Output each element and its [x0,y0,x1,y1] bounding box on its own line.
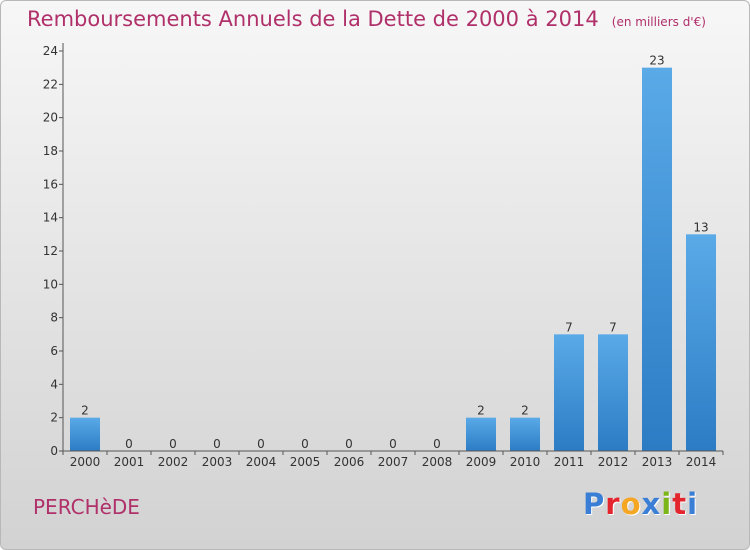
data-label: 0 [389,437,397,451]
x-tick-label: 2007 [378,455,409,469]
y-tick-label: 24 [43,44,58,58]
data-label: 13 [693,220,708,234]
data-label: 2 [81,404,89,418]
x-tick-label: 2009 [466,455,497,469]
data-label: 0 [257,437,265,451]
logo-letter: i [661,487,673,521]
chart-title: Remboursements Annuels de la Dette de 20… [27,7,599,31]
x-tick-label: 2000 [70,455,101,469]
chart-unit-label: (en milliers d'€) [611,15,706,29]
data-label: 0 [433,437,441,451]
data-label: 0 [213,437,221,451]
x-tick-label: 2011 [554,455,585,469]
y-tick-label: 12 [43,244,58,258]
bar [554,334,584,451]
logo-letter: t [672,487,688,521]
x-tick-label: 2010 [510,455,541,469]
x-tick-label: 2014 [686,455,717,469]
bar [70,417,100,451]
proxiti-logo: Proxiti [583,487,698,521]
y-tick-label: 2 [50,411,58,425]
data-label: 7 [565,320,573,334]
data-label: 0 [345,437,353,451]
bar [686,234,716,451]
x-tick-label: 2012 [598,455,629,469]
x-tick-label: 2003 [202,455,233,469]
x-tick-label: 2006 [334,455,365,469]
y-tick-label: 10 [43,277,58,291]
x-tick-label: 2005 [290,455,321,469]
x-tick-label: 2008 [422,455,453,469]
y-tick-label: 14 [43,211,58,225]
logo-letter: x [641,487,662,521]
y-tick-label: 0 [50,444,58,458]
x-tick-label: 2001 [114,455,145,469]
commune-name: PERCHèDE [33,495,140,519]
y-tick-label: 22 [43,77,58,91]
y-tick-label: 8 [50,311,58,325]
data-label: 0 [301,437,309,451]
data-label: 2 [521,404,529,418]
logo-letter: o [620,487,642,521]
y-tick-label: 4 [50,377,58,391]
logo-letter: P [583,487,606,521]
x-tick-label: 2002 [158,455,189,469]
y-tick-label: 6 [50,344,58,358]
data-label: 0 [125,437,133,451]
data-label: 2 [477,404,485,418]
data-label: 23 [649,54,664,68]
x-tick-label: 2004 [246,455,277,469]
chart-header: Remboursements Annuels de la Dette de 20… [27,7,706,31]
y-tick-label: 20 [43,111,58,125]
y-tick-label: 18 [43,144,58,158]
logo-letter: i [687,487,699,521]
bar [642,67,672,452]
bar [466,417,496,451]
data-label: 0 [169,437,177,451]
bar [598,334,628,451]
x-tick-label: 2013 [642,455,673,469]
logo-letter: r [605,487,621,521]
bar [510,417,540,451]
data-label: 7 [609,320,617,334]
y-tick-label: 16 [43,177,58,191]
